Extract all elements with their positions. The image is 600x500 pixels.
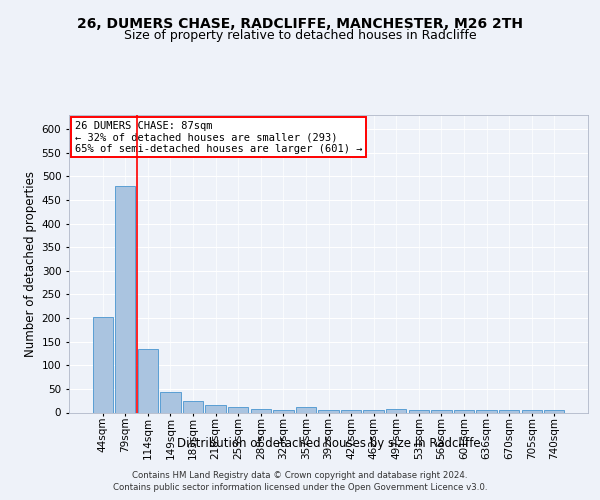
Bar: [521, 410, 542, 412]
Text: 26 DUMERS CHASE: 87sqm
← 32% of detached houses are smaller (293)
65% of semi-de: 26 DUMERS CHASE: 87sqm ← 32% of detached…: [74, 120, 362, 154]
Bar: [92, 316, 113, 412]
Bar: [476, 410, 497, 412]
Text: Contains public sector information licensed under the Open Government Licence v3: Contains public sector information licen…: [113, 483, 487, 492]
Bar: [499, 410, 519, 412]
Bar: [160, 392, 181, 412]
Bar: [115, 186, 136, 412]
Bar: [544, 410, 565, 412]
Bar: [183, 400, 203, 412]
Bar: [205, 406, 226, 412]
Text: Distribution of detached houses by size in Radcliffe: Distribution of detached houses by size …: [177, 438, 481, 450]
Text: Contains HM Land Registry data © Crown copyright and database right 2024.: Contains HM Land Registry data © Crown c…: [132, 471, 468, 480]
Bar: [319, 410, 338, 412]
Bar: [138, 349, 158, 412]
Bar: [228, 407, 248, 412]
Bar: [364, 410, 384, 412]
Text: 26, DUMERS CHASE, RADCLIFFE, MANCHESTER, M26 2TH: 26, DUMERS CHASE, RADCLIFFE, MANCHESTER,…: [77, 18, 523, 32]
Bar: [431, 410, 452, 412]
Bar: [341, 410, 361, 412]
Y-axis label: Number of detached properties: Number of detached properties: [25, 171, 37, 357]
Bar: [251, 409, 271, 412]
Bar: [273, 410, 293, 412]
Text: Size of property relative to detached houses in Radcliffe: Size of property relative to detached ho…: [124, 28, 476, 42]
Bar: [386, 408, 406, 412]
Bar: [454, 410, 474, 412]
Bar: [296, 408, 316, 412]
Bar: [409, 410, 429, 412]
